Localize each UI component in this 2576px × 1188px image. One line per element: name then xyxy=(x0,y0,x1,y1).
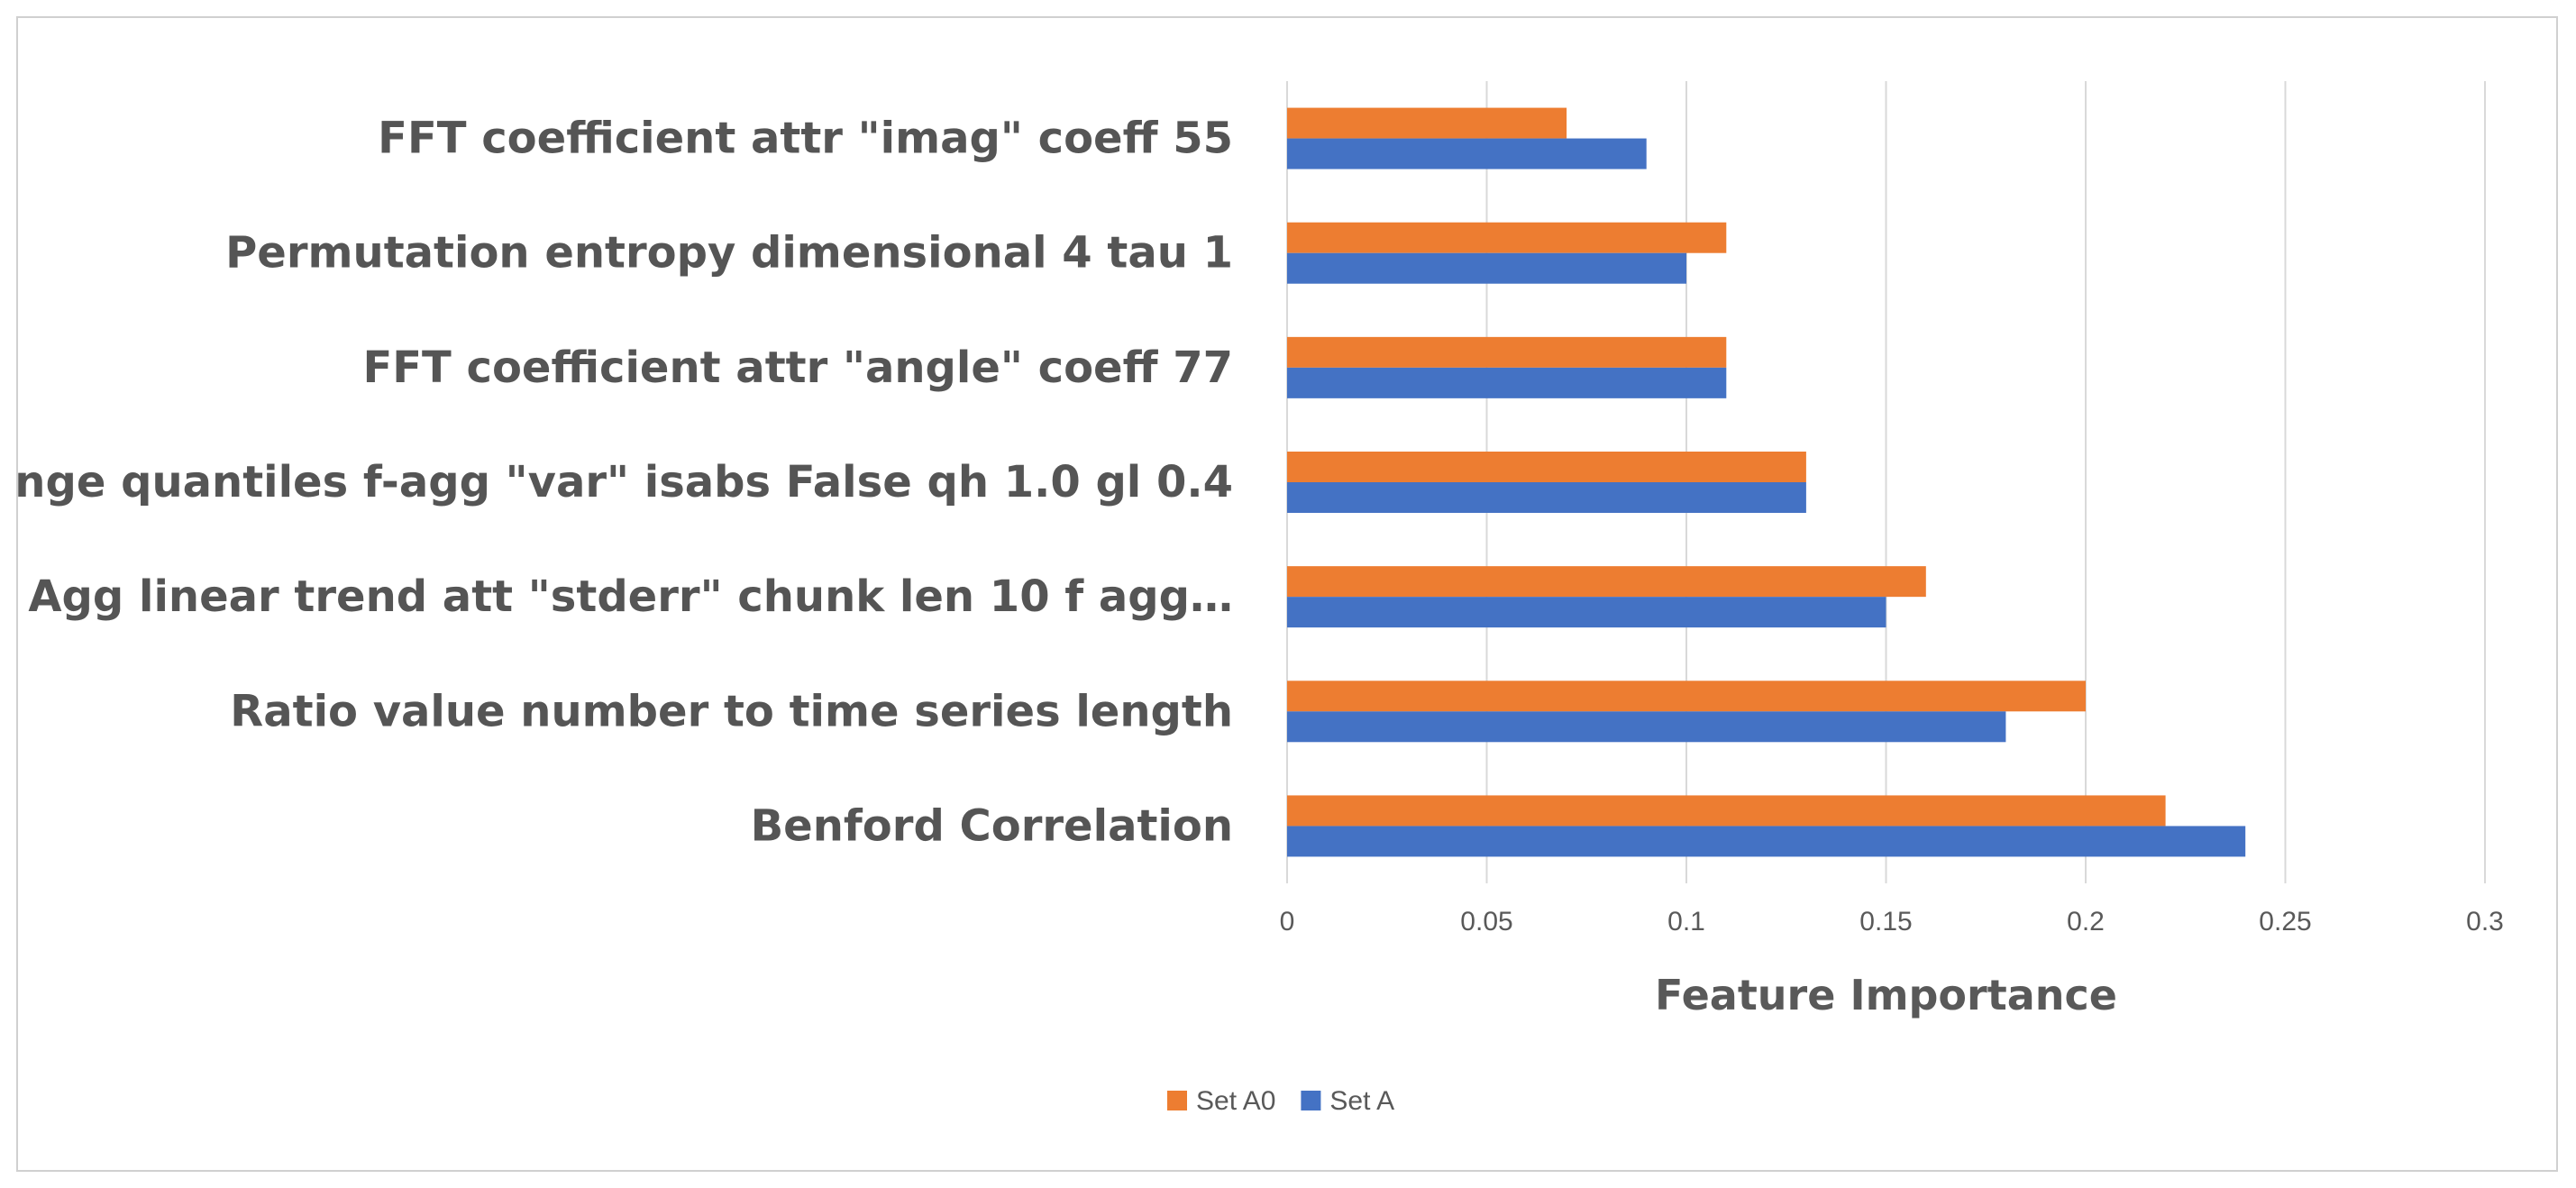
x-tick-labels: 0 0.05 0.1 0.15 0.2 0.25 0.3 xyxy=(1280,907,2504,937)
bar-chart: FFT coefficient attr "imag" coeff 55 Perm… xyxy=(18,81,2504,1116)
bar-set-a0 xyxy=(1287,452,1806,482)
x-tick-label: 0.15 xyxy=(1859,907,1912,937)
category-label: FFT coefficient attr "imag" coeff 55 xyxy=(378,114,1233,164)
chart-frame: FFT coefficient attr "imag" coeff 55 Perm… xyxy=(16,16,2558,1172)
category-label: Ratio value number to time series length xyxy=(230,686,1233,736)
bar-set-a0 xyxy=(1287,336,1727,368)
bar-set-a xyxy=(1287,367,1727,398)
bar-set-a xyxy=(1287,711,2006,743)
bar-set-a0 xyxy=(1287,795,2166,827)
legend-label: Set A0 xyxy=(1196,1086,1275,1116)
bar-set-a0 xyxy=(1287,681,2086,712)
category-label: Benford Correlation xyxy=(751,800,1233,851)
x-axis-title: Feature Importance xyxy=(1655,971,2117,1019)
x-tick-label: 0.3 xyxy=(2466,907,2504,937)
bar-set-a xyxy=(1287,138,1647,169)
legend-swatch xyxy=(1301,1091,1321,1110)
legend-swatch xyxy=(1167,1091,1187,1110)
legend-label: Set A xyxy=(1329,1086,1394,1116)
x-tick-label: 0.1 xyxy=(1667,907,1705,937)
bars xyxy=(1287,107,2246,857)
bar-set-a0 xyxy=(1287,222,1727,253)
category-label: FFT coefficient attr "angle" coeff 77 xyxy=(362,343,1233,393)
category-label: Agg linear trend att "stderr" chunk len … xyxy=(28,571,1233,622)
category-labels: FFT coefficient attr "imag" coeff 55 Perm… xyxy=(18,114,1233,852)
x-tick-label: 0.25 xyxy=(2259,907,2311,937)
bar-set-a xyxy=(1287,826,2246,857)
bar-set-a0 xyxy=(1287,566,1926,598)
x-tick-label: 0 xyxy=(1280,907,1295,937)
legend: Set A0 Set A xyxy=(1167,1086,1394,1116)
bar-set-a xyxy=(1287,482,1806,513)
bar-set-a xyxy=(1287,597,1886,628)
bar-set-a0 xyxy=(1287,107,1567,139)
x-tick-label: 0.05 xyxy=(1460,907,1512,937)
category-label: Change quantiles f-agg "var" isabs False… xyxy=(18,457,1233,507)
x-tick-label: 0.2 xyxy=(2067,907,2105,937)
category-label: Permutation entropy dimensional 4 tau 1 xyxy=(225,228,1233,279)
bar-set-a xyxy=(1287,252,1686,284)
